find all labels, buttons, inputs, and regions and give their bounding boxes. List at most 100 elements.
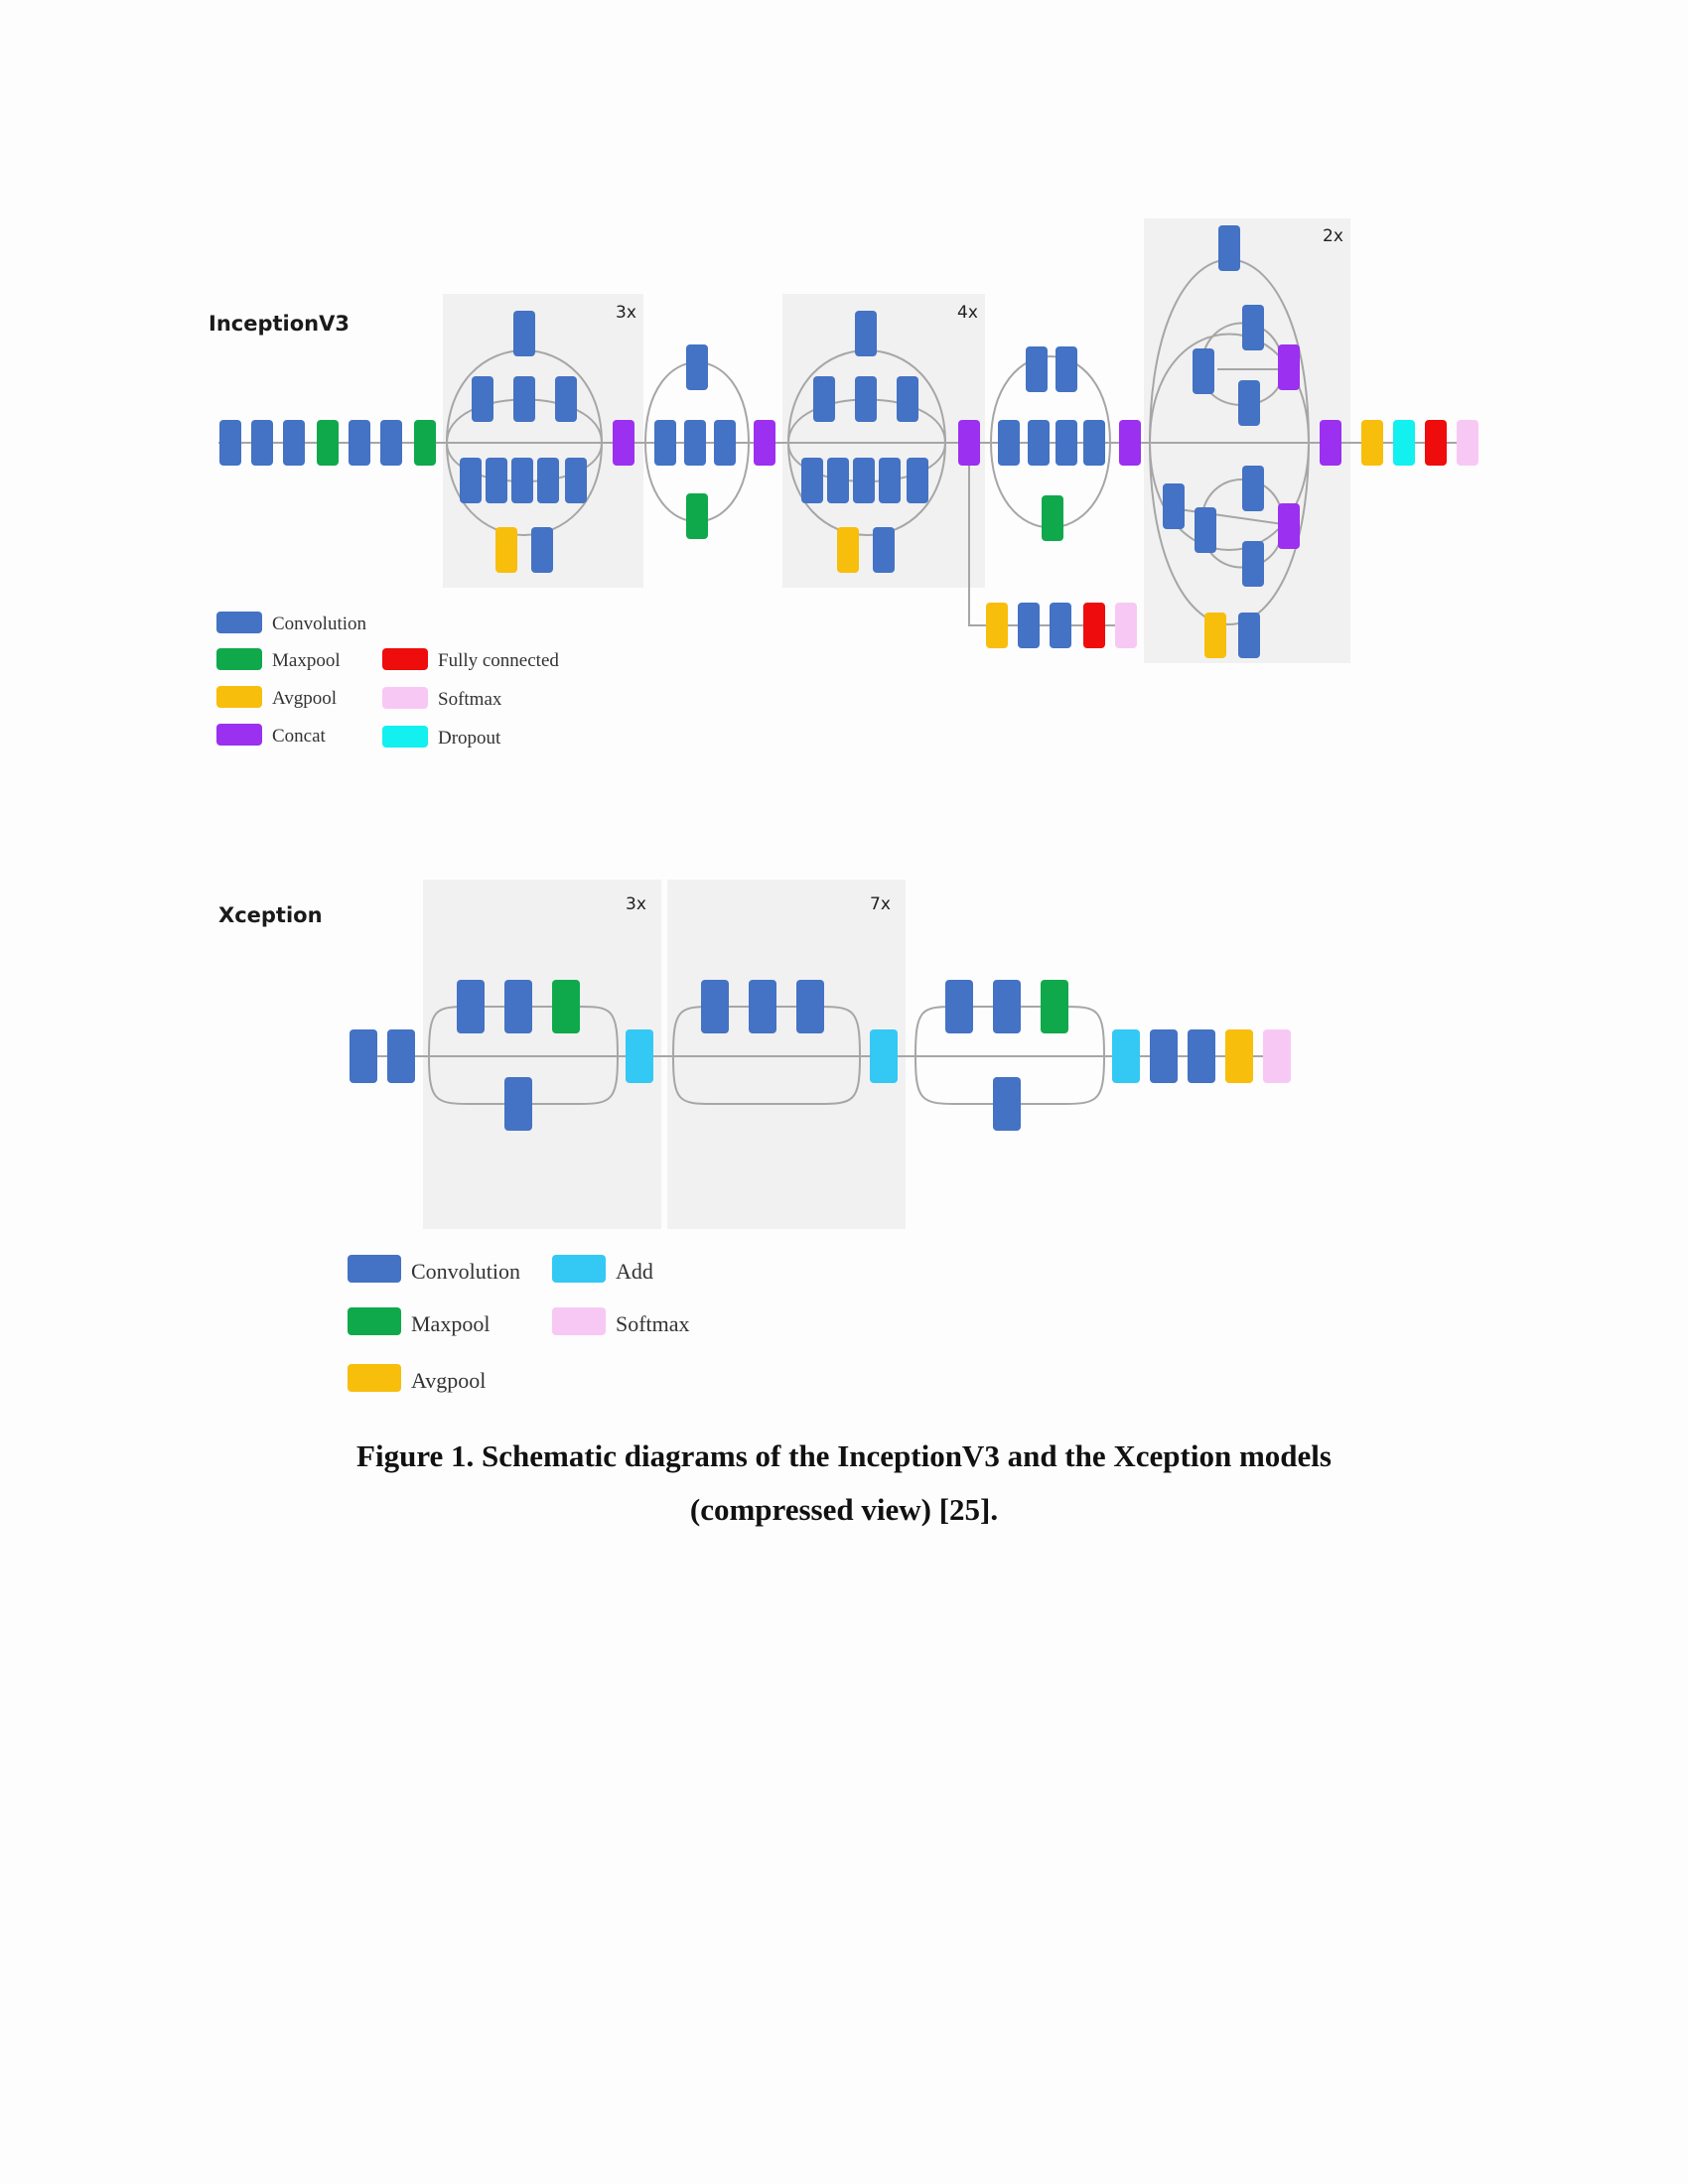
xception-entry-region bbox=[423, 880, 661, 1229]
inception-convolution-layer bbox=[853, 458, 875, 503]
layer-blocks bbox=[219, 225, 1478, 1131]
inception-convolution-layer bbox=[1083, 420, 1105, 466]
caption-line-2: (compressed view) [25]. bbox=[689, 1492, 999, 1527]
inception-convolution-layer bbox=[513, 311, 535, 356]
inception-concat-layer bbox=[1320, 420, 1341, 466]
inception-convolution-layer bbox=[907, 458, 928, 503]
xception-convolution-layer bbox=[504, 1077, 532, 1131]
inception-convolution-layer bbox=[1018, 603, 1040, 648]
inception-softmax-layer bbox=[1115, 603, 1137, 648]
inception-convolution-layer bbox=[827, 458, 849, 503]
xception-convolution-layer bbox=[1150, 1029, 1178, 1083]
inception-convolution-layer bbox=[511, 458, 533, 503]
figure-diagram: InceptionV3 Xception 3x 4x 2x 3x 7x Conv… bbox=[209, 218, 1478, 1393]
inception-convolution-layer bbox=[472, 376, 493, 422]
inception-convolution-layer bbox=[460, 458, 482, 503]
xception-legend-swatch-softmax bbox=[552, 1307, 606, 1335]
figure-caption: Figure 1. Schematic diagrams of the Ince… bbox=[0, 1430, 1688, 1537]
inception-convolution-layer bbox=[998, 420, 1020, 466]
xception-repeat-label: 3x bbox=[626, 894, 646, 914]
inception-repeat-label: 4x bbox=[957, 303, 978, 323]
inception-convolution-layer bbox=[1242, 466, 1264, 511]
inception-convolution-layer bbox=[1193, 348, 1214, 394]
inception-convolution-layer bbox=[879, 458, 901, 503]
inception-convolution-layer bbox=[855, 376, 877, 422]
inception-convolution-layer bbox=[380, 420, 402, 466]
xception-convolution-layer bbox=[1188, 1029, 1215, 1083]
inception-concat-layer bbox=[613, 420, 634, 466]
xception-legend-label-add: Add bbox=[616, 1259, 653, 1284]
inception-convolution-layer bbox=[1028, 420, 1050, 466]
inception-block-e-region bbox=[1144, 218, 1350, 663]
inception-title: InceptionV3 bbox=[209, 312, 350, 336]
inception-legend-label-dropout: Dropout bbox=[438, 728, 501, 749]
xception-convolution-layer bbox=[945, 980, 973, 1033]
inception-convolution-layer bbox=[349, 420, 370, 466]
xception-legend-swatch-add bbox=[552, 1255, 606, 1283]
inception-legend-swatch-dropout bbox=[382, 726, 428, 748]
inception-avgpool-layer bbox=[837, 527, 859, 573]
inception-legend-label-concat: Concat bbox=[272, 726, 327, 747]
xception-convolution-layer bbox=[387, 1029, 415, 1083]
inception-convolution-layer bbox=[686, 344, 708, 390]
inception-fully-connected-layer bbox=[1425, 420, 1447, 466]
inception-convolution-layer bbox=[486, 458, 507, 503]
xception-legend-swatch-convolution bbox=[348, 1255, 401, 1283]
inception-convolution-layer bbox=[555, 376, 577, 422]
inception-convolution-layer bbox=[1055, 420, 1077, 466]
inception-convolution-layer bbox=[684, 420, 706, 466]
repeat-regions bbox=[423, 218, 1350, 1229]
inception-convolution-layer bbox=[1238, 613, 1260, 658]
inception-convolution-layer bbox=[1238, 380, 1260, 426]
inception-convolution-layer bbox=[1218, 225, 1240, 271]
xception-avgpool-layer bbox=[1225, 1029, 1253, 1083]
inception-convolution-layer bbox=[219, 420, 241, 466]
xception-add-layer bbox=[626, 1029, 653, 1083]
inception-convolution-layer bbox=[813, 376, 835, 422]
xception-legend-swatch-maxpool bbox=[348, 1307, 401, 1335]
inception-convolution-layer bbox=[1026, 346, 1048, 392]
inception-convolution-layer bbox=[1163, 483, 1185, 529]
inception-convolution-layer bbox=[1242, 541, 1264, 587]
inception-avgpool-layer bbox=[1361, 420, 1383, 466]
inception-convolution-layer bbox=[714, 420, 736, 466]
inception-fully-connected-layer bbox=[1083, 603, 1105, 648]
inception-avgpool-layer bbox=[986, 603, 1008, 648]
inception-legend-swatch-maxpool bbox=[216, 648, 262, 670]
inception-convolution-layer bbox=[801, 458, 823, 503]
inception-legend-swatch-concat bbox=[216, 724, 262, 746]
inception-convolution-layer bbox=[283, 420, 305, 466]
xception-legend-label-softmax: Softmax bbox=[616, 1311, 690, 1336]
inception-softmax-layer bbox=[1457, 420, 1478, 466]
inception-legend-swatch-avgpool bbox=[216, 686, 262, 708]
inception-legend-swatch-softmax bbox=[382, 687, 428, 709]
xception-title: Xception bbox=[218, 903, 323, 927]
inception-convolution-layer bbox=[531, 527, 553, 573]
inception-convolution-layer bbox=[1195, 507, 1216, 553]
inception-concat-layer bbox=[754, 420, 775, 466]
xception-legend-label-avgpool: Avgpool bbox=[411, 1368, 486, 1393]
xception-convolution-layer bbox=[796, 980, 824, 1033]
inception-repeat-label: 3x bbox=[616, 303, 636, 323]
inception-maxpool-layer bbox=[414, 420, 436, 466]
xception-convolution-layer bbox=[457, 980, 485, 1033]
inception-convolution-layer bbox=[251, 420, 273, 466]
xception-add-layer bbox=[870, 1029, 898, 1083]
inception-maxpool-layer bbox=[686, 493, 708, 539]
xception-maxpool-layer bbox=[552, 980, 580, 1033]
xception-convolution-layer bbox=[993, 980, 1021, 1033]
inception-legend-label-avgpool: Avgpool bbox=[272, 688, 337, 709]
inception-convolution-layer bbox=[897, 376, 918, 422]
inception-dropout-layer bbox=[1393, 420, 1415, 466]
inception-concat-layer bbox=[1278, 503, 1300, 549]
inception-convolution-layer bbox=[1055, 346, 1077, 392]
xception-repeat-label: 7x bbox=[870, 894, 891, 914]
inception-avgpool-layer bbox=[495, 527, 517, 573]
xception-convolution-layer bbox=[749, 980, 776, 1033]
xception-convolution-layer bbox=[504, 980, 532, 1033]
xception-legend: Convolution Maxpool Avgpool Add Softmax bbox=[348, 1255, 690, 1393]
xception-add-layer bbox=[1112, 1029, 1140, 1083]
inception-maxpool-layer bbox=[1042, 495, 1063, 541]
xception-maxpool-layer bbox=[1041, 980, 1068, 1033]
inception-legend-label-maxpool: Maxpool bbox=[272, 650, 341, 671]
